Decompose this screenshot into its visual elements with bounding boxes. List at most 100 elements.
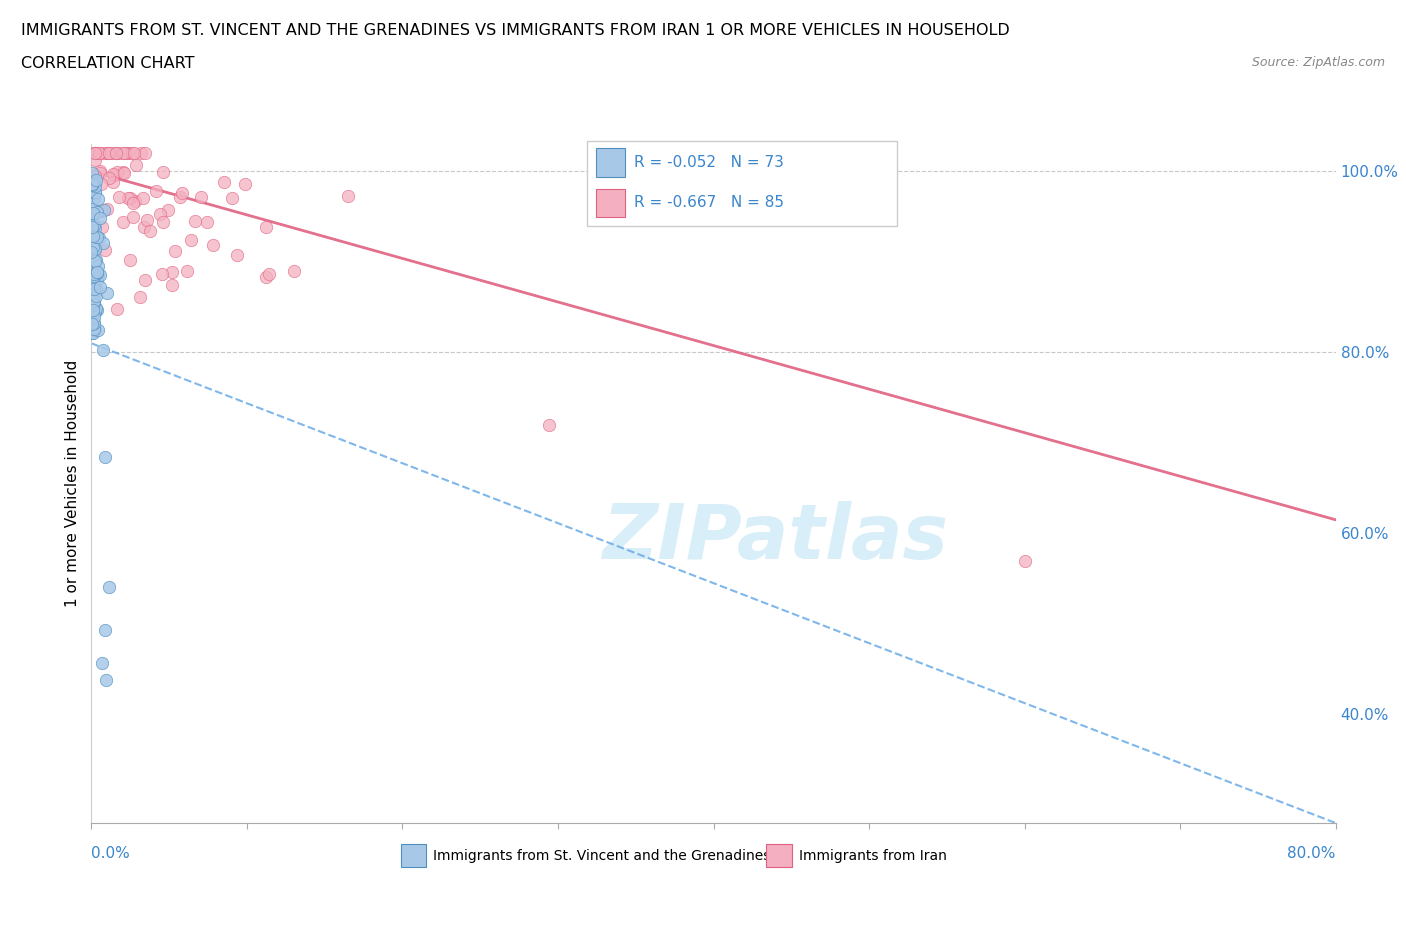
Point xyxy=(82,258,104,272)
Point xyxy=(115,146,138,161)
Point xyxy=(80,326,103,340)
Point xyxy=(121,209,143,224)
Point xyxy=(100,146,122,161)
Point xyxy=(83,146,105,161)
Point xyxy=(86,230,108,245)
Point xyxy=(83,218,105,232)
Point xyxy=(83,269,105,284)
Point xyxy=(86,264,108,279)
Point xyxy=(134,219,156,234)
Point xyxy=(89,166,111,181)
Point xyxy=(83,146,105,161)
Point xyxy=(83,253,105,268)
Text: R = -0.667   N = 85: R = -0.667 N = 85 xyxy=(634,195,785,210)
Point xyxy=(108,190,131,205)
Point xyxy=(117,146,139,161)
Point xyxy=(135,212,157,227)
Point xyxy=(82,206,104,221)
Point xyxy=(83,310,105,325)
Point xyxy=(94,622,117,637)
Point xyxy=(257,267,280,282)
Point xyxy=(212,175,235,190)
Point xyxy=(87,146,110,161)
Point xyxy=(129,146,152,161)
Point xyxy=(82,303,104,318)
Point xyxy=(89,268,111,283)
Point xyxy=(90,177,112,192)
Point xyxy=(96,146,118,161)
Point xyxy=(82,287,104,302)
Text: CORRELATION CHART: CORRELATION CHART xyxy=(21,56,194,71)
Point xyxy=(254,219,277,234)
Point xyxy=(134,272,156,287)
Text: IMMIGRANTS FROM ST. VINCENT AND THE GRENADINES VS IMMIGRANTS FROM IRAN 1 OR MORE: IMMIGRANTS FROM ST. VINCENT AND THE GREN… xyxy=(21,23,1010,38)
Point xyxy=(83,153,105,167)
Point xyxy=(183,214,205,229)
Bar xyxy=(596,148,624,177)
Point xyxy=(149,206,172,221)
Bar xyxy=(596,189,624,218)
Point xyxy=(84,289,107,304)
Point xyxy=(84,252,107,267)
Y-axis label: 1 or more Vehicles in Household: 1 or more Vehicles in Household xyxy=(65,360,80,607)
Point xyxy=(112,214,135,229)
Point xyxy=(83,185,105,200)
Point xyxy=(80,317,103,332)
Point xyxy=(90,204,112,219)
Point xyxy=(82,307,104,322)
Point xyxy=(83,146,105,161)
Point xyxy=(83,267,105,282)
Point xyxy=(125,158,148,173)
Point xyxy=(124,193,146,208)
Point xyxy=(121,146,143,161)
Point xyxy=(80,219,103,234)
Point xyxy=(80,177,103,192)
Point xyxy=(226,247,249,262)
Point xyxy=(83,305,105,320)
Point xyxy=(82,177,104,192)
Point xyxy=(139,223,162,238)
Point xyxy=(87,323,110,338)
Point xyxy=(97,170,120,185)
Point xyxy=(105,301,128,316)
Point xyxy=(537,418,560,432)
Point xyxy=(83,275,105,290)
Point xyxy=(83,220,105,235)
Point xyxy=(87,268,110,283)
Point xyxy=(84,242,107,257)
Point xyxy=(80,228,103,243)
Point xyxy=(176,263,198,278)
Point xyxy=(163,244,186,259)
Point xyxy=(112,146,135,161)
Point xyxy=(118,191,141,206)
Point xyxy=(84,169,107,184)
Point xyxy=(89,163,111,178)
Point xyxy=(169,190,191,205)
FancyBboxPatch shape xyxy=(586,141,897,226)
Text: 80.0%: 80.0% xyxy=(1288,846,1336,861)
Point xyxy=(134,146,156,161)
Point xyxy=(86,205,108,219)
Point xyxy=(157,203,180,218)
Point xyxy=(94,672,117,687)
Point xyxy=(152,165,174,179)
Point xyxy=(84,146,107,161)
Point xyxy=(82,201,104,216)
Point xyxy=(83,146,105,161)
Text: Immigrants from St. Vincent and the Grenadines: Immigrants from St. Vincent and the Gren… xyxy=(433,848,770,863)
Point xyxy=(172,186,194,201)
Point xyxy=(82,298,104,312)
Point xyxy=(82,240,104,255)
Point xyxy=(86,283,108,298)
Point xyxy=(94,242,117,257)
Point xyxy=(86,146,108,161)
Point xyxy=(105,146,128,161)
Point xyxy=(87,231,110,246)
Point xyxy=(83,146,105,161)
Point xyxy=(337,188,360,203)
Point xyxy=(83,282,105,297)
Point xyxy=(221,191,243,206)
Point xyxy=(84,186,107,201)
Point xyxy=(83,282,105,297)
Point xyxy=(150,267,173,282)
